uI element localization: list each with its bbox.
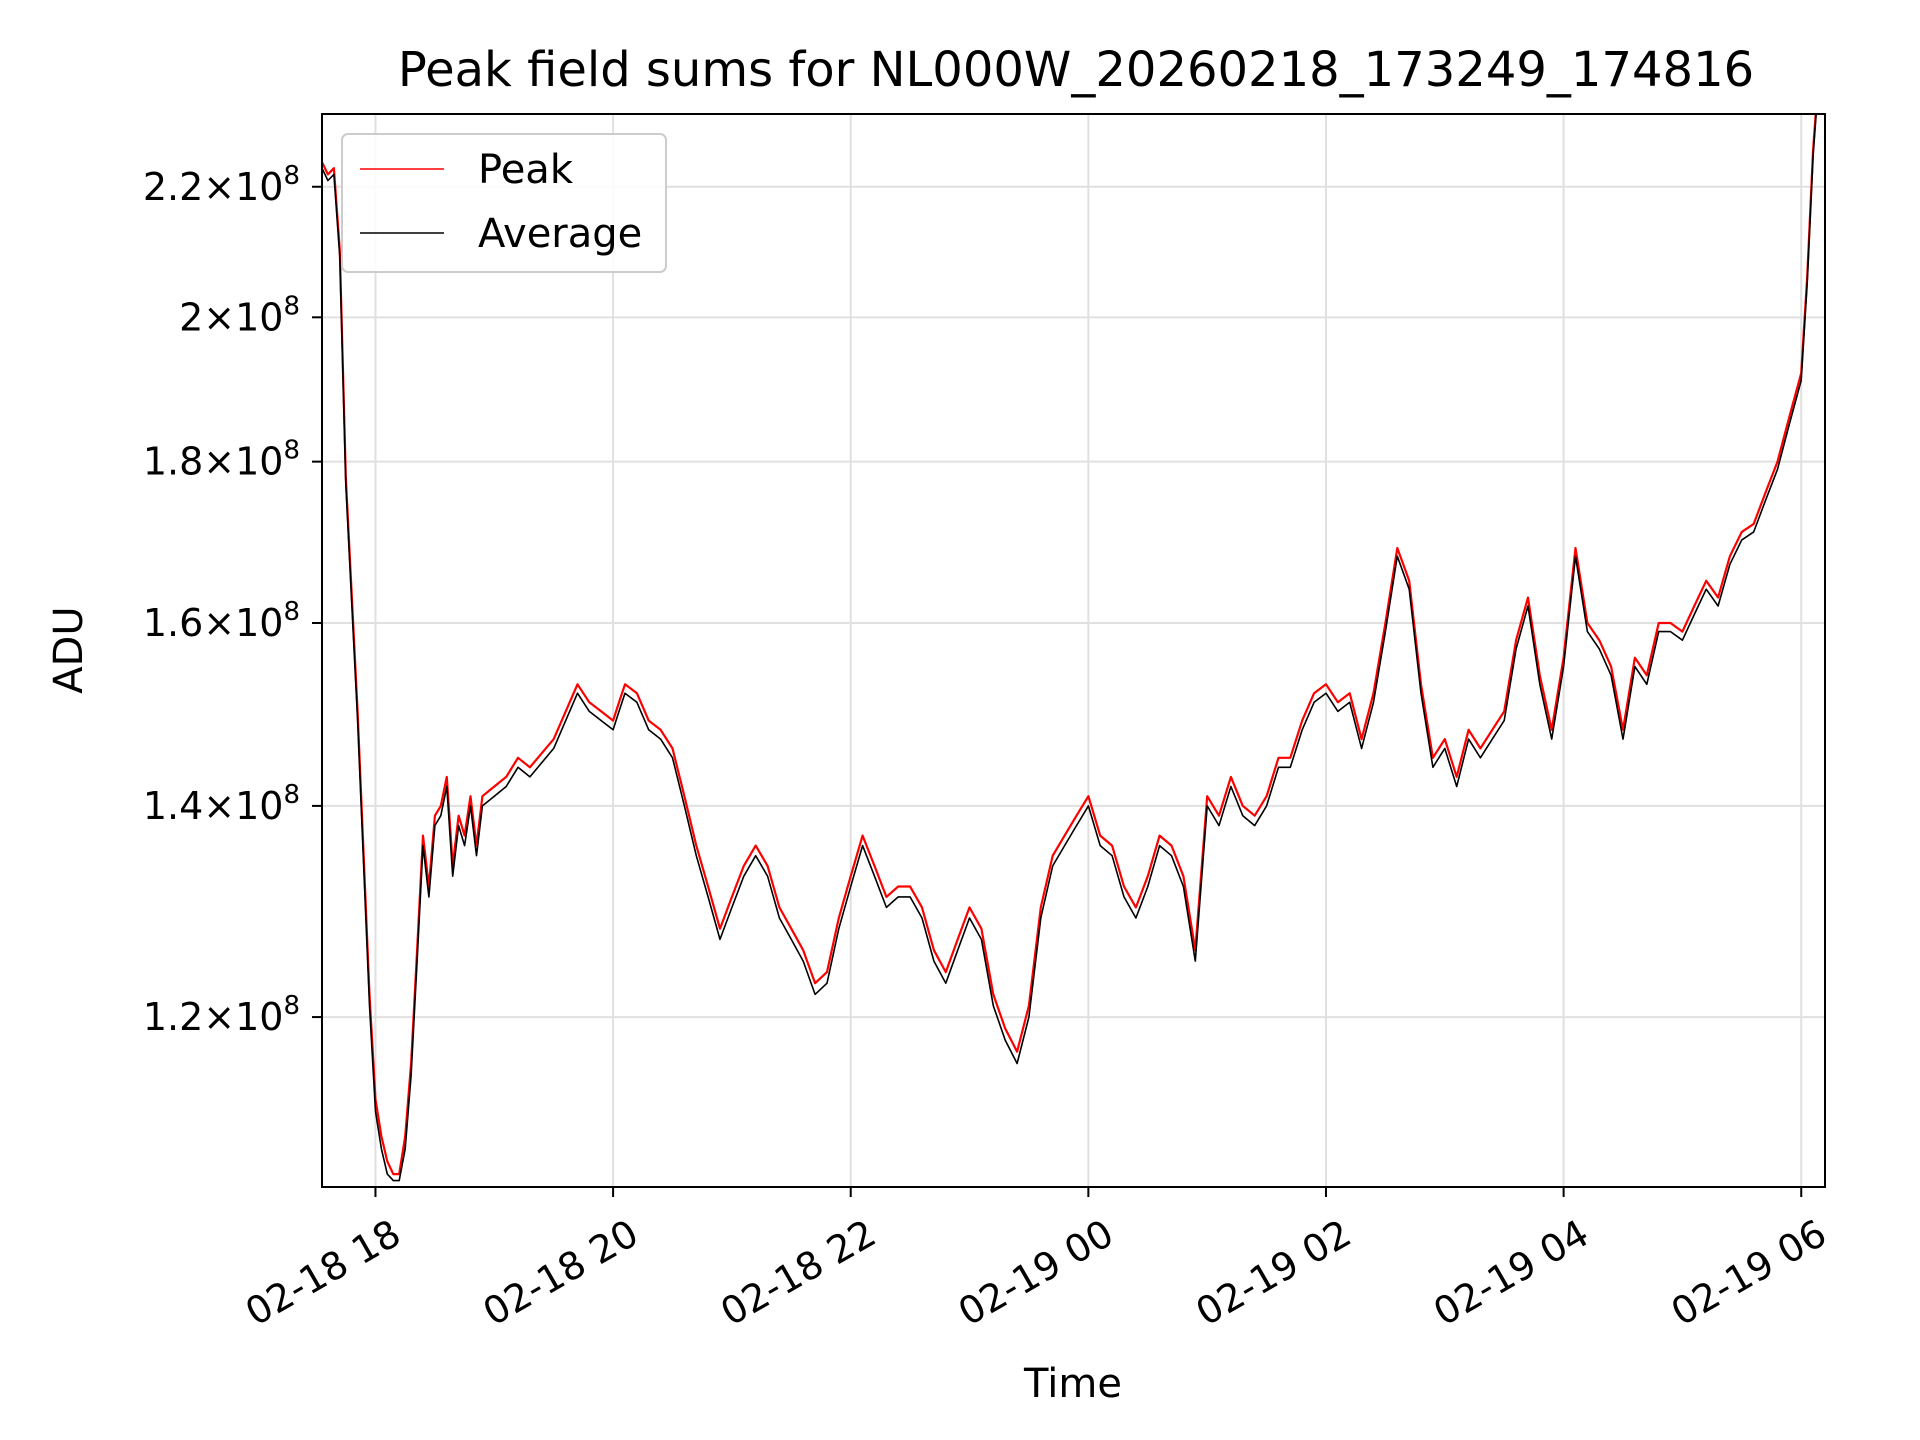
y-tick-mantissa: 1.8 (143, 440, 203, 484)
y-tick-base: 10 (235, 995, 283, 1039)
y-tick-exponent: 8 (283, 161, 300, 191)
legend-peak-label: Peak (478, 147, 574, 193)
y-tick-times: × (203, 995, 235, 1039)
y-tick-base: 10 (235, 165, 283, 209)
y-tick-label: 1.4×108 (143, 780, 300, 828)
chart-title: Peak field sums for NL000W_20260218_1732… (398, 42, 1754, 98)
y-tick-mantissa: 1.6 (143, 601, 203, 645)
x-axis-label: Time (1023, 1361, 1122, 1407)
plot-frame (321, 113, 1826, 1188)
series-layer (322, 114, 1817, 1182)
y-tick-label: 1.2×108 (143, 991, 300, 1039)
y-tick-exponent: 8 (283, 597, 300, 627)
y-tick-base: 10 (235, 601, 283, 645)
y-tick-exponent: 8 (283, 291, 300, 321)
y-tick-times: × (203, 440, 235, 484)
y-tick-times: × (203, 601, 235, 645)
y-tick-times: × (203, 295, 235, 339)
y-tick-mantissa: 1.2 (143, 995, 203, 1039)
y-tick-exponent: 8 (283, 780, 300, 810)
y-tick-label: 2.2×108 (143, 161, 300, 209)
y-tick-label: 2×108 (179, 291, 300, 339)
y-tick-exponent: 8 (283, 991, 300, 1021)
y-tick-label: 1.6×108 (143, 597, 300, 645)
legend: Peak Average (341, 133, 667, 273)
y-tick-mantissa: 2.2 (143, 165, 203, 209)
series-line-peak (322, 114, 1817, 1176)
y-tick-mantissa: 2 (179, 295, 203, 339)
y-tick-base: 10 (235, 295, 283, 339)
series-line-average (322, 114, 1817, 1182)
y-tick-times: × (203, 784, 235, 828)
y-tick-times: × (203, 165, 235, 209)
y-tick-base: 10 (235, 784, 283, 828)
y-tick-base: 10 (235, 440, 283, 484)
y-axis-label: ADU (46, 606, 92, 693)
y-tick-label: 1.8×108 (143, 436, 300, 484)
legend-average-label: Average (478, 211, 642, 257)
y-tick-exponent: 8 (283, 436, 300, 466)
y-tick-mantissa: 1.4 (143, 784, 203, 828)
